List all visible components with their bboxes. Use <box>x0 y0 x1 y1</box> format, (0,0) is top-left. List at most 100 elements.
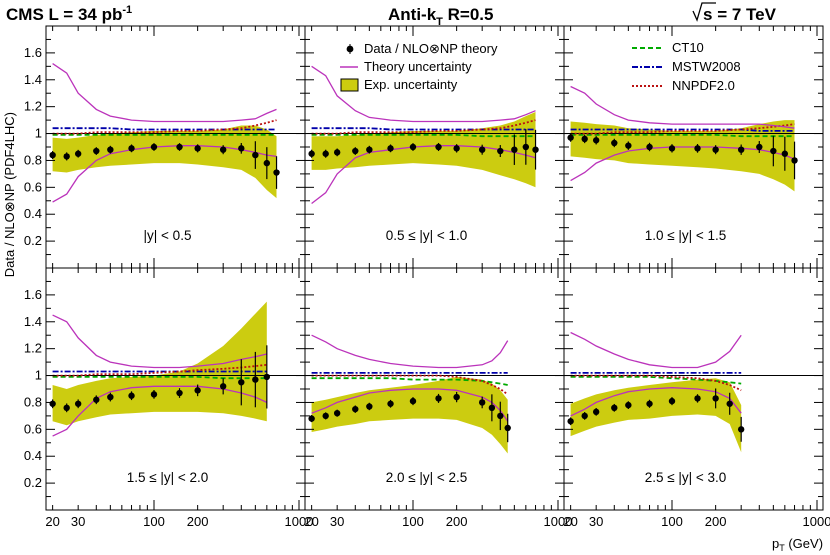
data-point <box>219 383 227 390</box>
rapidity-label: 1.0 ≤ |y| < 1.5 <box>645 228 727 243</box>
ct10-line <box>311 134 536 138</box>
data-point <box>712 395 719 402</box>
x-tick-label: 100 <box>402 514 424 529</box>
x-tick-label: 20 <box>563 514 577 529</box>
data-point <box>252 151 259 159</box>
y-tick-label: 0.4 <box>24 448 42 463</box>
legend-group: Data / NLO⊗NP theory Theory uncertainty Ex… <box>340 40 741 93</box>
data-point <box>352 147 359 155</box>
header-center: Anti-kT R=0.5 <box>388 5 493 28</box>
data-point <box>63 404 70 412</box>
rapidity-label: 2.5 ≤ |y| < 3.0 <box>645 470 727 485</box>
data-point <box>668 397 676 405</box>
data-point <box>333 149 341 156</box>
data-point <box>150 143 158 151</box>
data-point <box>625 142 632 149</box>
x-tick-label: 100 <box>661 514 683 529</box>
mstw2008-line <box>570 128 795 132</box>
legend-mstw-label: MSTW2008 <box>672 59 741 74</box>
data-point <box>49 151 56 159</box>
x-tick-label: 30 <box>71 514 85 529</box>
data-point <box>511 146 518 153</box>
mstw2008-line <box>311 127 536 131</box>
data-point <box>194 387 201 394</box>
data-point <box>478 399 486 406</box>
data-point <box>322 412 329 420</box>
data-point <box>694 145 701 152</box>
y-axis-title: Data / NLO⊗NP (PDF4LHC) <box>2 112 17 277</box>
data-point <box>581 412 588 420</box>
nnpdf20-line <box>311 374 509 396</box>
x-tick-label: 20 <box>304 514 318 529</box>
rapidity-label: 0.5 ≤ |y| < 1.0 <box>386 228 468 243</box>
x-tick-label: 30 <box>589 514 603 529</box>
legend-exp-label: Exp. uncertainty <box>364 77 458 92</box>
data-point <box>770 147 777 155</box>
data-point <box>791 157 798 164</box>
data-point <box>150 391 158 398</box>
data-point <box>726 400 733 407</box>
data-point <box>63 153 70 160</box>
y-tick-label: 1 <box>35 126 42 141</box>
data-point <box>497 412 504 420</box>
data-point <box>93 396 100 403</box>
data-point <box>74 400 82 407</box>
panel-3: 1.0 ≤ |y| < 1.5 <box>563 25 824 269</box>
y-tick-label: 1.6 <box>24 287 42 302</box>
x-tick-label: 20 <box>45 514 59 529</box>
header-right: s = 7 TeV <box>692 2 777 24</box>
data-point <box>646 400 653 407</box>
data-point <box>488 404 496 412</box>
x-tick-label: 30 <box>330 514 344 529</box>
legend-exp-swatch <box>340 78 359 92</box>
x-tick-label: 200 <box>187 514 209 529</box>
data-point <box>592 408 600 416</box>
x-tick-label: 200 <box>446 514 468 529</box>
data-point <box>74 150 82 157</box>
y-tick-label: 1.2 <box>24 341 42 356</box>
sqrt-icon <box>692 2 716 22</box>
theory-uncertainty-upper <box>311 65 536 123</box>
svg-text:s = 7 TeV: s = 7 TeV <box>703 5 777 24</box>
data-point <box>712 146 719 153</box>
y-tick-label: 0.2 <box>24 475 42 490</box>
panel-4: 0.2 0.4 0.6 0.8 1 1.2 1.4 1.6 20 30 100 200 1000 1.5 … <box>24 267 313 529</box>
exp-uncertainty-band <box>52 125 277 199</box>
data-point <box>478 146 486 153</box>
data-point <box>219 146 227 153</box>
nnpdf20-line <box>311 119 536 135</box>
exp-uncertainty-band <box>52 301 267 426</box>
legend-right: CT10 MSTW2008 NNPDF2.0 <box>632 40 741 93</box>
data-point <box>366 403 373 410</box>
theory-uncertainty-upper <box>311 334 509 369</box>
data-point <box>387 400 394 407</box>
panel-1: 0.2 0.4 0.6 0.8 1 1.2 1.4 1.6 |y| < 0.5 <box>24 25 306 269</box>
theory-uncertainty-upper <box>570 85 795 129</box>
data-point <box>263 373 271 381</box>
data-point <box>453 393 460 401</box>
x-axis-title: pT (GeV) <box>772 536 823 553</box>
theory-uncertainty-upper <box>52 63 277 123</box>
data-point <box>737 426 745 433</box>
data-point <box>611 139 618 147</box>
rapidity-label: 2.0 ≤ |y| < 2.5 <box>386 470 468 485</box>
x-tick-label: 100 <box>143 514 165 529</box>
data-point <box>273 169 280 176</box>
header-left: CMS L = 34 pb-1 <box>6 4 132 24</box>
data-point <box>668 145 676 152</box>
data-point <box>646 143 653 151</box>
data-point <box>238 145 245 152</box>
rapidity-label: 1.5 ≤ |y| < 2.0 <box>127 470 209 485</box>
data-point <box>107 146 114 153</box>
rapidity-label: |y| < 0.5 <box>144 228 192 243</box>
y-tick-label: 0.8 <box>24 152 42 167</box>
data-point <box>581 135 588 143</box>
panel-plot-area <box>46 301 305 437</box>
data-point <box>453 145 460 152</box>
data-point <box>263 159 271 167</box>
data-point <box>522 143 530 151</box>
data-point <box>497 147 504 155</box>
x-tick-label: 1000 <box>544 514 573 529</box>
data-point <box>387 145 394 152</box>
